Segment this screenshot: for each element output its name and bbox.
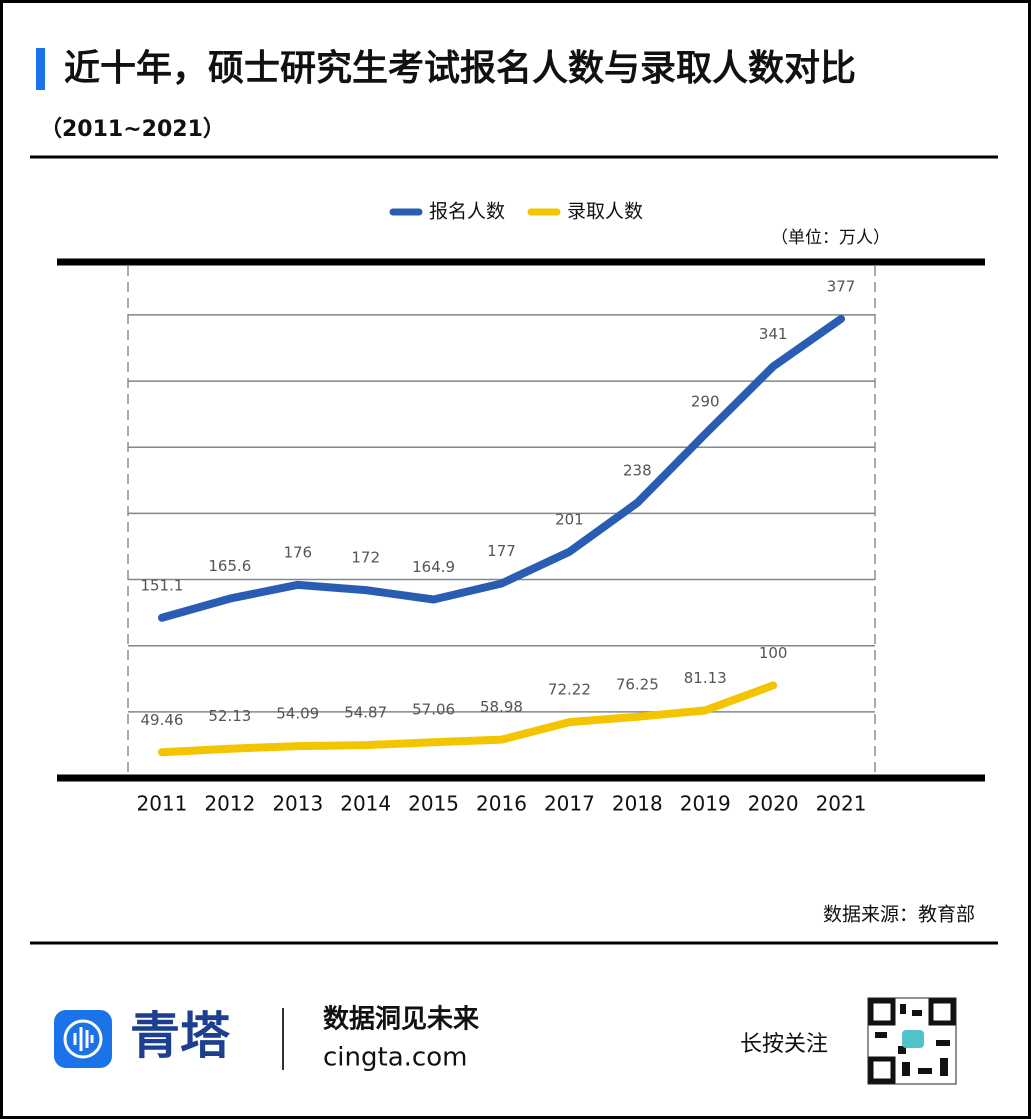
qr-code	[867, 997, 957, 1085]
series-line	[157, 314, 846, 622]
data-label: 58.98	[480, 698, 523, 716]
x-tick-label: 2020	[748, 792, 799, 816]
x-tick-label: 2014	[340, 792, 391, 816]
x-tick-label: 2021	[816, 792, 867, 816]
logo-bars	[73, 1027, 94, 1051]
x-tick-label: 2016	[476, 792, 527, 816]
data-label: 177	[487, 542, 516, 560]
data-label: 76.25	[616, 675, 659, 693]
site: cingta.com	[323, 1043, 467, 1073]
unit: （单位：万人）	[771, 228, 890, 248]
subtitle: （2011~2021）	[40, 117, 225, 142]
data-label: 164.9	[412, 558, 455, 576]
logo-mark	[63, 1019, 103, 1059]
data-label: 165.6	[208, 557, 251, 575]
legend-label: 报名人数	[429, 201, 505, 223]
x-tick-label: 2019	[680, 792, 731, 816]
data-label: 151.1	[140, 576, 183, 594]
x-tick-label: 2013	[272, 792, 323, 816]
title-bar	[36, 48, 45, 90]
plot: 2011 2012 2013 2014 2015 2016 2017 2018 2019 2020…	[128, 201, 875, 816]
chart-title: 近十年，硕士研究生考试报名人数与录取人数对比	[64, 48, 856, 89]
data-label: 54.09	[276, 705, 319, 723]
data-label: 176	[283, 543, 312, 561]
data-label: 377	[827, 277, 856, 295]
data-label: 57.06	[412, 701, 455, 719]
data-label: 290	[691, 393, 720, 411]
data-label: 201	[555, 510, 584, 528]
data-label: 54.87	[344, 704, 387, 722]
legend-label: 录取人数	[567, 201, 643, 223]
x-tick-label: 2015	[408, 792, 459, 816]
data-label: 238	[623, 461, 652, 479]
source: 数据来源：教育部	[823, 904, 975, 926]
data-label: 172	[351, 549, 380, 567]
data-label: 52.13	[208, 707, 251, 725]
logo	[54, 1010, 112, 1068]
data-label: 341	[759, 325, 788, 343]
series-line	[157, 681, 778, 757]
x-tick-label: 2011	[137, 792, 188, 816]
x-tick-label: 2012	[204, 792, 255, 816]
x-tick-label: 2017	[544, 792, 595, 816]
brand: 青塔	[130, 1006, 231, 1065]
x-tick-label: 2018	[612, 792, 663, 816]
data-label: 72.22	[548, 681, 591, 699]
follow: 长按关注	[740, 1032, 828, 1057]
data-label: 100	[759, 644, 788, 662]
data-label: 49.46	[140, 711, 183, 729]
slogan: 数据洞见未来	[323, 1005, 480, 1035]
data-label: 81.13	[684, 669, 727, 687]
